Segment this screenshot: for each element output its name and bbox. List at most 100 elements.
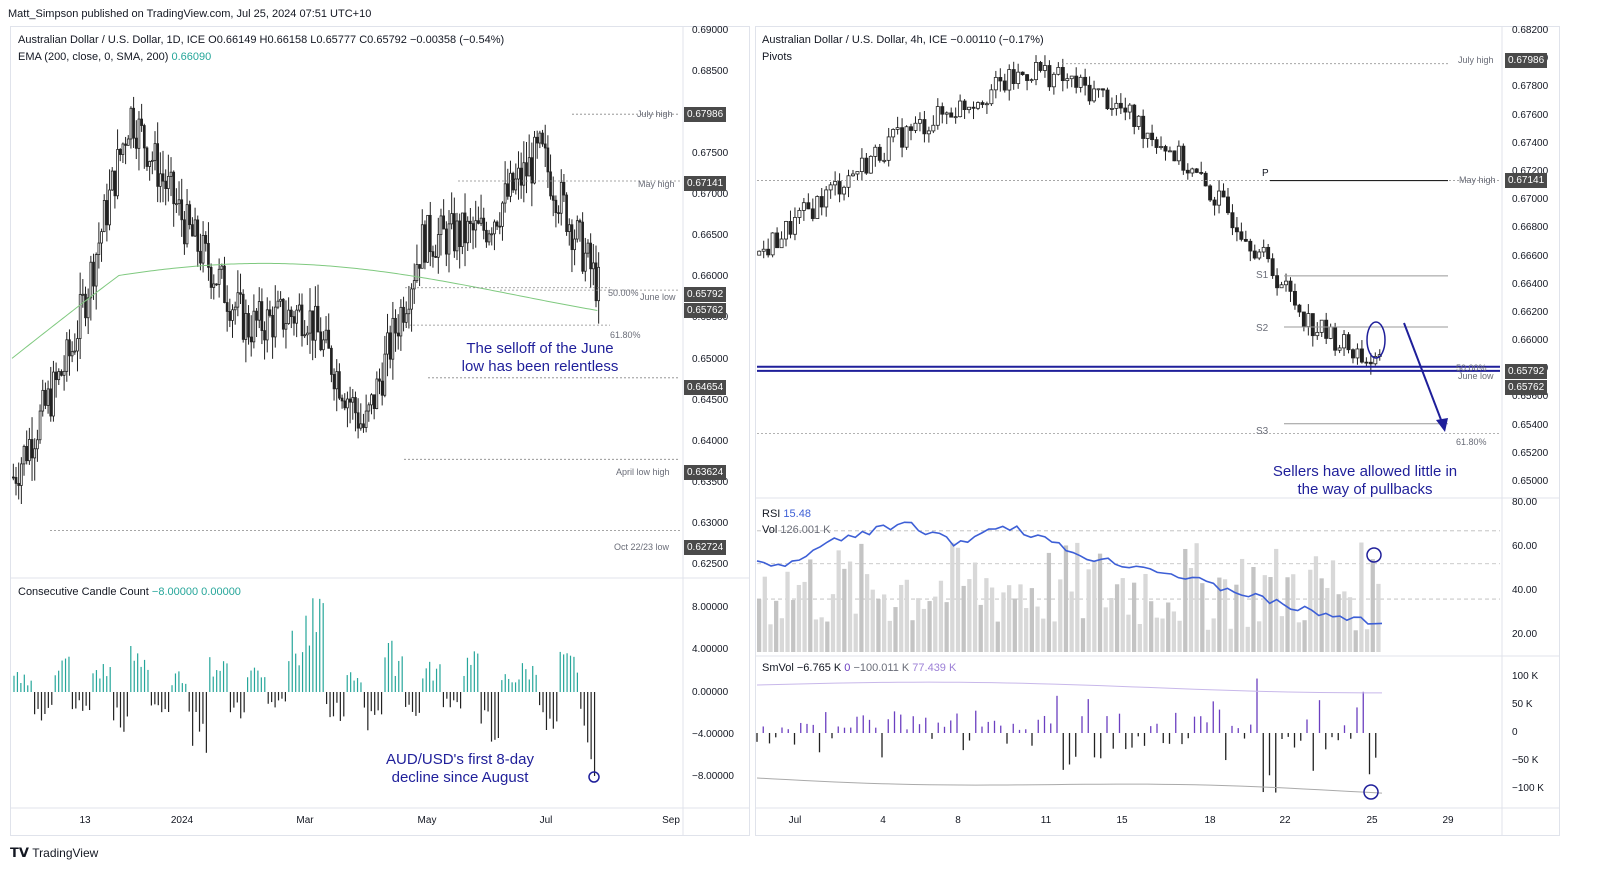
daily-candle-body [252,310,256,343]
daily-candle-body [70,351,74,357]
daily-candle-body [583,252,587,272]
4h-candle-body [989,89,994,105]
daily-candle-body [506,183,510,197]
4h-candle-body [1203,172,1208,187]
volume-bar [1364,629,1370,652]
4h-candle-body [1042,65,1047,71]
publisher-line: Matt_Simpson published on TradingView.co… [8,8,372,20]
4h-candle-body [1034,62,1038,81]
daily-candle-body [423,224,427,263]
volume-bar [1149,601,1154,652]
daily-candle-body [118,148,122,155]
volume-bar [882,594,887,652]
daily-candle-body [68,339,71,357]
daily-candle-body [562,181,566,196]
pivot-s2: S2 [1256,323,1269,334]
right-smvol-tick: 0 [1512,727,1518,738]
volume-bar [916,598,921,652]
daily-candle-body [177,199,181,205]
left-title: Australian Dollar / U.S. Dollar, 1D, ICE [18,34,206,46]
left-price-tick: 0.69000 [692,25,729,36]
volume-bar [1188,568,1194,652]
daily-candle-body [322,339,325,351]
indicator-legend: Consecutive Candle Count −8.00000 0.0000… [18,586,241,598]
volume-bar [1007,585,1012,652]
daily-candle-body [180,199,184,221]
4h-candle-body [1194,168,1199,173]
daily-candle-body [530,157,534,184]
4h-candle-body [944,112,949,115]
daily-candle-body [570,224,574,251]
4h-candle-body [1069,75,1074,80]
4h-candle-body [1127,104,1132,113]
volume-bar [944,602,949,652]
label-july-high: July high [637,109,673,119]
4h-candle-body [1060,67,1065,82]
r-label-may-high: May high [1459,175,1496,185]
vol-value: 126.001 K [780,524,831,536]
4h-candle-body [1181,145,1186,171]
volume-bar [910,620,915,652]
right-price-tick: 0.67000 [1512,194,1549,206]
daily-candle-body [378,378,381,382]
daily-candle-body [450,213,453,225]
tradingview-logo[interactable]: 𝗧𝗩 TradingView [10,845,98,861]
4h-candle-body [873,146,878,157]
daily-candle-body [129,107,133,140]
4h-candle-body [1226,196,1230,214]
volume-bar [1041,618,1046,652]
daily-candle-body [396,332,400,337]
4h-candle-body [1167,150,1172,153]
r-label-july-high: July high [1458,55,1494,65]
left-price-tick: 0.62500 [692,559,729,570]
4h-candle-body [971,106,976,109]
daily-candle-body [549,171,552,197]
4h-candle-body [1051,73,1056,88]
daily-candle-body [482,217,486,231]
daily-candle-body [324,329,328,341]
right-rsi-tick: 60.00 [1512,541,1538,552]
daily-candle-body [78,294,82,339]
right-price-tick: 0.65200 [1512,447,1549,459]
4h-candle-body [953,116,958,119]
daily-candle-body [362,423,365,428]
right-price-tick: 0.65600 [1512,391,1549,403]
daily-candle-body [327,329,331,349]
daily-candle-body [578,220,582,223]
daily-candle-body [150,159,154,162]
daily-candle-body [509,172,512,197]
4h-candle-body [1047,65,1052,88]
4h-candle-body [1101,88,1105,91]
forecast-arrow-head [1436,418,1448,432]
daily-candle-body [557,212,560,215]
daily-candle-body [100,231,103,244]
indicator-annotation-line-1: AUD/USD's first 8-day [386,751,534,768]
daily-candle-body [364,410,368,428]
daily-candle-body [402,306,405,323]
4h-candle-body [1346,334,1351,351]
4h-candle-body [770,232,775,256]
daily-candle-body [260,301,264,331]
tag-close: 0.65792 [684,287,727,302]
volume-bar [1166,602,1171,652]
daily-candle-body [551,195,555,201]
daily-candle-body [217,268,221,285]
volume-bar [893,607,898,652]
daily-candle-body [169,171,173,177]
daily-candle-body [597,266,600,302]
volume-bar [1359,542,1364,652]
daily-candle-body [292,316,296,324]
4h-candle-body [984,103,989,106]
volume-bar [1080,618,1086,652]
4h-candle-body [967,106,972,111]
volume-bar [1313,556,1319,652]
right-price-tick: 0.66200 [1512,306,1549,318]
daily-candle-body [255,310,258,321]
4h-candle-body [1136,115,1141,127]
daily-candle-body [415,264,419,282]
4h-candle-body [1065,78,1070,82]
volume-bar [933,596,938,652]
4h-candle-body [891,129,896,138]
right-price-tick: 0.65000 [1512,476,1549,487]
smvol-value-3: −100.011 K [853,662,910,674]
